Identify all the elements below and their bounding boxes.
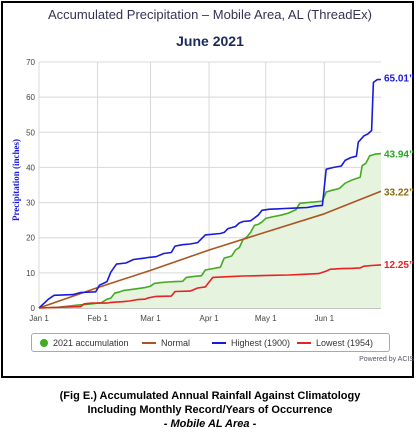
series-lines xyxy=(38,78,382,309)
y-tick-label: 0 xyxy=(31,304,36,313)
legend-dot-icon xyxy=(40,339,48,347)
end-value-label: 33.22” xyxy=(384,187,414,198)
y-tick-label: 20 xyxy=(26,234,35,243)
legend-item-2021[interactable]: 2021 accumulation xyxy=(40,338,129,348)
x-tick-label: Mar 1 xyxy=(140,314,161,323)
x-tick-label: Apr 1 xyxy=(199,314,219,323)
legend-label-2021: 2021 accumulation xyxy=(53,338,129,348)
caption-line-1: (Fig E.) Accumulated Annual Rainfall Aga… xyxy=(59,390,361,402)
credit-text: Powered by ACIS xyxy=(359,356,414,363)
chart-subtitle: June 2021 xyxy=(176,33,244,49)
legend: 2021 accumulation Normal Highest (1900) … xyxy=(31,333,390,352)
end-value-label: 43.94” xyxy=(384,150,414,161)
legend-item-lowest[interactable]: Lowest (1954) xyxy=(297,338,373,348)
accumulation-area-fill xyxy=(39,153,381,308)
caption-line-3: - Mobile AL Area - xyxy=(163,418,257,430)
x-tick-label: Feb 1 xyxy=(87,314,108,323)
legend-item-normal[interactable]: Normal xyxy=(142,338,190,348)
end-value-label: 12.25” xyxy=(384,260,414,271)
y-tick-label: 30 xyxy=(26,199,35,208)
y-axis-label: Precipitation (inches) xyxy=(11,139,21,221)
legend-line-icon xyxy=(297,342,311,344)
series-line-lowest-1954[interactable] xyxy=(38,264,382,309)
x-tick-label: Jan 1 xyxy=(29,314,49,323)
legend-label-lowest: Lowest (1954) xyxy=(316,338,374,348)
y-tick-label: 10 xyxy=(26,269,35,278)
end-value-label: 65.01” xyxy=(384,74,414,85)
y-tick-label: 40 xyxy=(26,163,35,172)
y-tick-label: 50 xyxy=(26,128,35,137)
legend-item-highest[interactable]: Highest (1900) xyxy=(212,338,290,348)
legend-label-highest: Highest (1900) xyxy=(231,338,291,348)
y-tick-label: 70 xyxy=(26,58,35,67)
series-line-2021-accumulation[interactable] xyxy=(38,152,382,309)
legend-line-icon xyxy=(212,342,226,344)
x-tick-label: Jun 1 xyxy=(315,314,335,323)
chart-title: Accumulated Precipitation – Mobile Area,… xyxy=(48,7,372,22)
legend-line-icon xyxy=(142,342,156,344)
axis-ticks: 0 10 20 30 40 50 60 70 Jan 1 Feb 1 Mar 1 Apr 1 May 1… xyxy=(26,58,335,323)
x-tick-label: May 1 xyxy=(255,314,277,323)
y-tick-label: 60 xyxy=(26,93,35,102)
end-value-labels: 43.94” 33.22” 65.01” 12.25” xyxy=(384,74,414,271)
caption-line-2: Including Monthly Record/Years of Occurr… xyxy=(87,404,333,416)
legend-label-normal: Normal xyxy=(161,338,191,348)
series-line-highest-1900[interactable] xyxy=(38,78,382,309)
series-area-2021 xyxy=(39,153,381,308)
